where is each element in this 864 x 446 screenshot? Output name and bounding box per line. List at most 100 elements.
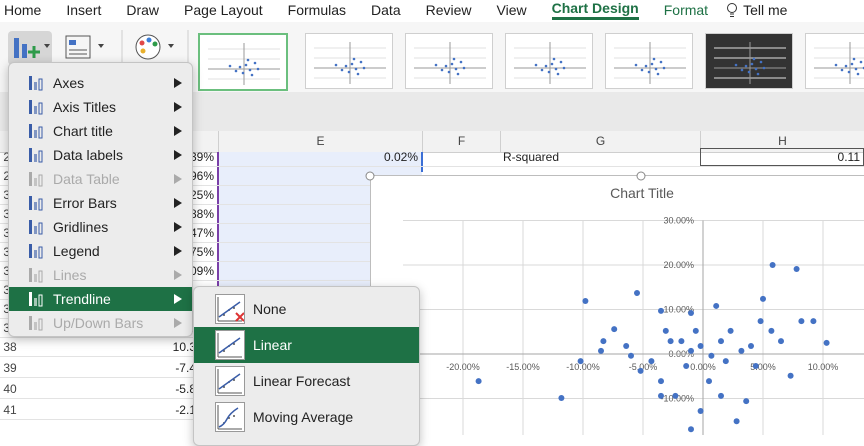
chart-title: Chart Title xyxy=(610,185,674,201)
menu-item[interactable]: Chart title xyxy=(9,119,192,143)
y-tick-label: 10.00% xyxy=(663,305,694,315)
menu-item[interactable]: Axes xyxy=(9,71,192,95)
submenu-item-label: Linear Forecast xyxy=(253,373,351,389)
data-point xyxy=(628,352,634,359)
data-point xyxy=(582,298,589,305)
column-headers: DEFGH xyxy=(0,131,864,153)
handle[interactable] xyxy=(365,171,375,181)
data-point xyxy=(768,327,775,334)
data-point xyxy=(683,363,690,370)
ribbon-tab[interactable]: Draw xyxy=(126,2,160,18)
submenu-arrow xyxy=(174,318,182,328)
data-point xyxy=(722,358,729,365)
cell-text: 75% xyxy=(189,245,214,259)
submenu-arrow xyxy=(174,150,182,160)
data-point xyxy=(658,307,664,314)
menu-item-label: Up/Down Bars xyxy=(53,315,144,331)
style-thumbnail[interactable] xyxy=(705,33,793,89)
submenu-item[interactable]: Linear Forecast xyxy=(194,363,419,399)
handle[interactable] xyxy=(636,171,646,181)
x-tick-label: -15.00% xyxy=(506,362,540,372)
thumbnail-art xyxy=(613,41,687,85)
ribbon-tab[interactable]: Page Layout xyxy=(184,2,263,18)
style-thumbnail[interactable] xyxy=(405,33,493,89)
x-tick-label: 10.00% xyxy=(808,362,839,372)
data-point xyxy=(697,342,704,349)
menu-item[interactable]: Axis Titles xyxy=(9,95,192,119)
menu-item-label: Legend xyxy=(53,243,100,259)
submenu-item-label: Moving Average xyxy=(253,409,354,425)
data-point xyxy=(637,367,644,374)
cell-text: 39% xyxy=(189,150,214,164)
row-number: 40 xyxy=(3,382,17,396)
data-point xyxy=(688,426,694,433)
tell-me-label: Tell me xyxy=(743,2,788,18)
submenu-item[interactable]: Linear xyxy=(194,327,419,363)
ribbon-tab[interactable]: Insert xyxy=(66,2,102,18)
submenu-item[interactable]: None xyxy=(194,291,419,327)
style-thumbnail[interactable] xyxy=(305,33,393,89)
submenu-item[interactable]: Moving Average xyxy=(194,399,419,435)
submenu-arrow xyxy=(174,174,182,184)
submenu-arrow xyxy=(174,198,182,208)
trendline-icon xyxy=(215,402,245,432)
menu-item-label: Chart title xyxy=(53,123,113,139)
ribbon-tab[interactable]: View xyxy=(496,2,527,18)
menu-item[interactable]: Error Bars xyxy=(9,191,192,215)
data-point xyxy=(577,358,584,365)
menu-icon xyxy=(29,244,43,259)
data-point xyxy=(648,358,655,365)
ribbon-tab[interactable]: Review xyxy=(425,2,472,18)
menu-item[interactable]: Legend xyxy=(9,239,192,263)
tell-me[interactable]: Tell me xyxy=(727,0,787,20)
row-number: 41 xyxy=(3,403,17,417)
y-tick-label: -10.00% xyxy=(660,394,694,404)
data-point xyxy=(733,418,740,425)
toolbar-icons xyxy=(8,30,189,66)
column-header: G xyxy=(500,131,700,152)
data-point xyxy=(600,338,607,345)
data-point xyxy=(658,392,664,399)
row-number: 38 xyxy=(3,340,17,354)
range-border xyxy=(421,152,423,172)
scatter-chart: Chart Title -10.00%0.00%10.00%20.00%30.0… xyxy=(403,185,864,435)
submenu-arrow xyxy=(174,246,182,256)
submenu-arrow xyxy=(174,294,182,304)
cell-text: -5.8 xyxy=(175,382,196,396)
ribbon-tab[interactable]: Home xyxy=(4,2,42,18)
data-point xyxy=(697,407,704,414)
menu-item: Up/Down Bars xyxy=(9,311,192,335)
data-point xyxy=(778,338,784,345)
data-point xyxy=(727,327,734,334)
data-point xyxy=(748,342,754,349)
menu-icon xyxy=(29,76,43,91)
ribbon-tab[interactable]: Format xyxy=(663,2,709,18)
menu-item-label: Lines xyxy=(53,267,87,283)
menu-item[interactable]: Trendline xyxy=(9,287,192,311)
style-thumbnail[interactable] xyxy=(805,33,864,89)
menu-icon xyxy=(29,124,43,139)
menu-icon xyxy=(29,148,43,163)
menu-item[interactable]: Data labels xyxy=(9,143,192,167)
menu-icon xyxy=(29,196,43,211)
menu-item[interactable]: Gridlines xyxy=(9,215,192,239)
ribbon-tab[interactable]: Data xyxy=(371,2,401,18)
cell-text: -2.1 xyxy=(175,403,196,417)
submenu-item-label: None xyxy=(253,301,287,317)
cell-text: 88% xyxy=(189,207,214,221)
data-point xyxy=(823,339,830,346)
chart-area[interactable]: Chart Title -10.00% 0.00% 10.00% 20.00% 30.0… xyxy=(370,175,864,435)
menu-item-label: Trendline xyxy=(53,291,111,307)
cell-text: 25% xyxy=(189,188,214,202)
style-thumbnail[interactable] xyxy=(605,33,693,89)
menu-item: Lines xyxy=(9,263,192,287)
ribbon-tab[interactable]: Chart Design xyxy=(551,0,639,20)
cell-text: R-squared xyxy=(503,150,560,164)
style-thumbnail[interactable] xyxy=(505,33,593,89)
data-point xyxy=(688,347,694,354)
cell-text: 0.11 xyxy=(837,150,860,164)
ribbon-tab[interactable]: Formulas xyxy=(287,2,347,18)
thumbnail-art xyxy=(513,41,587,85)
style-thumbnail[interactable] xyxy=(198,33,288,91)
